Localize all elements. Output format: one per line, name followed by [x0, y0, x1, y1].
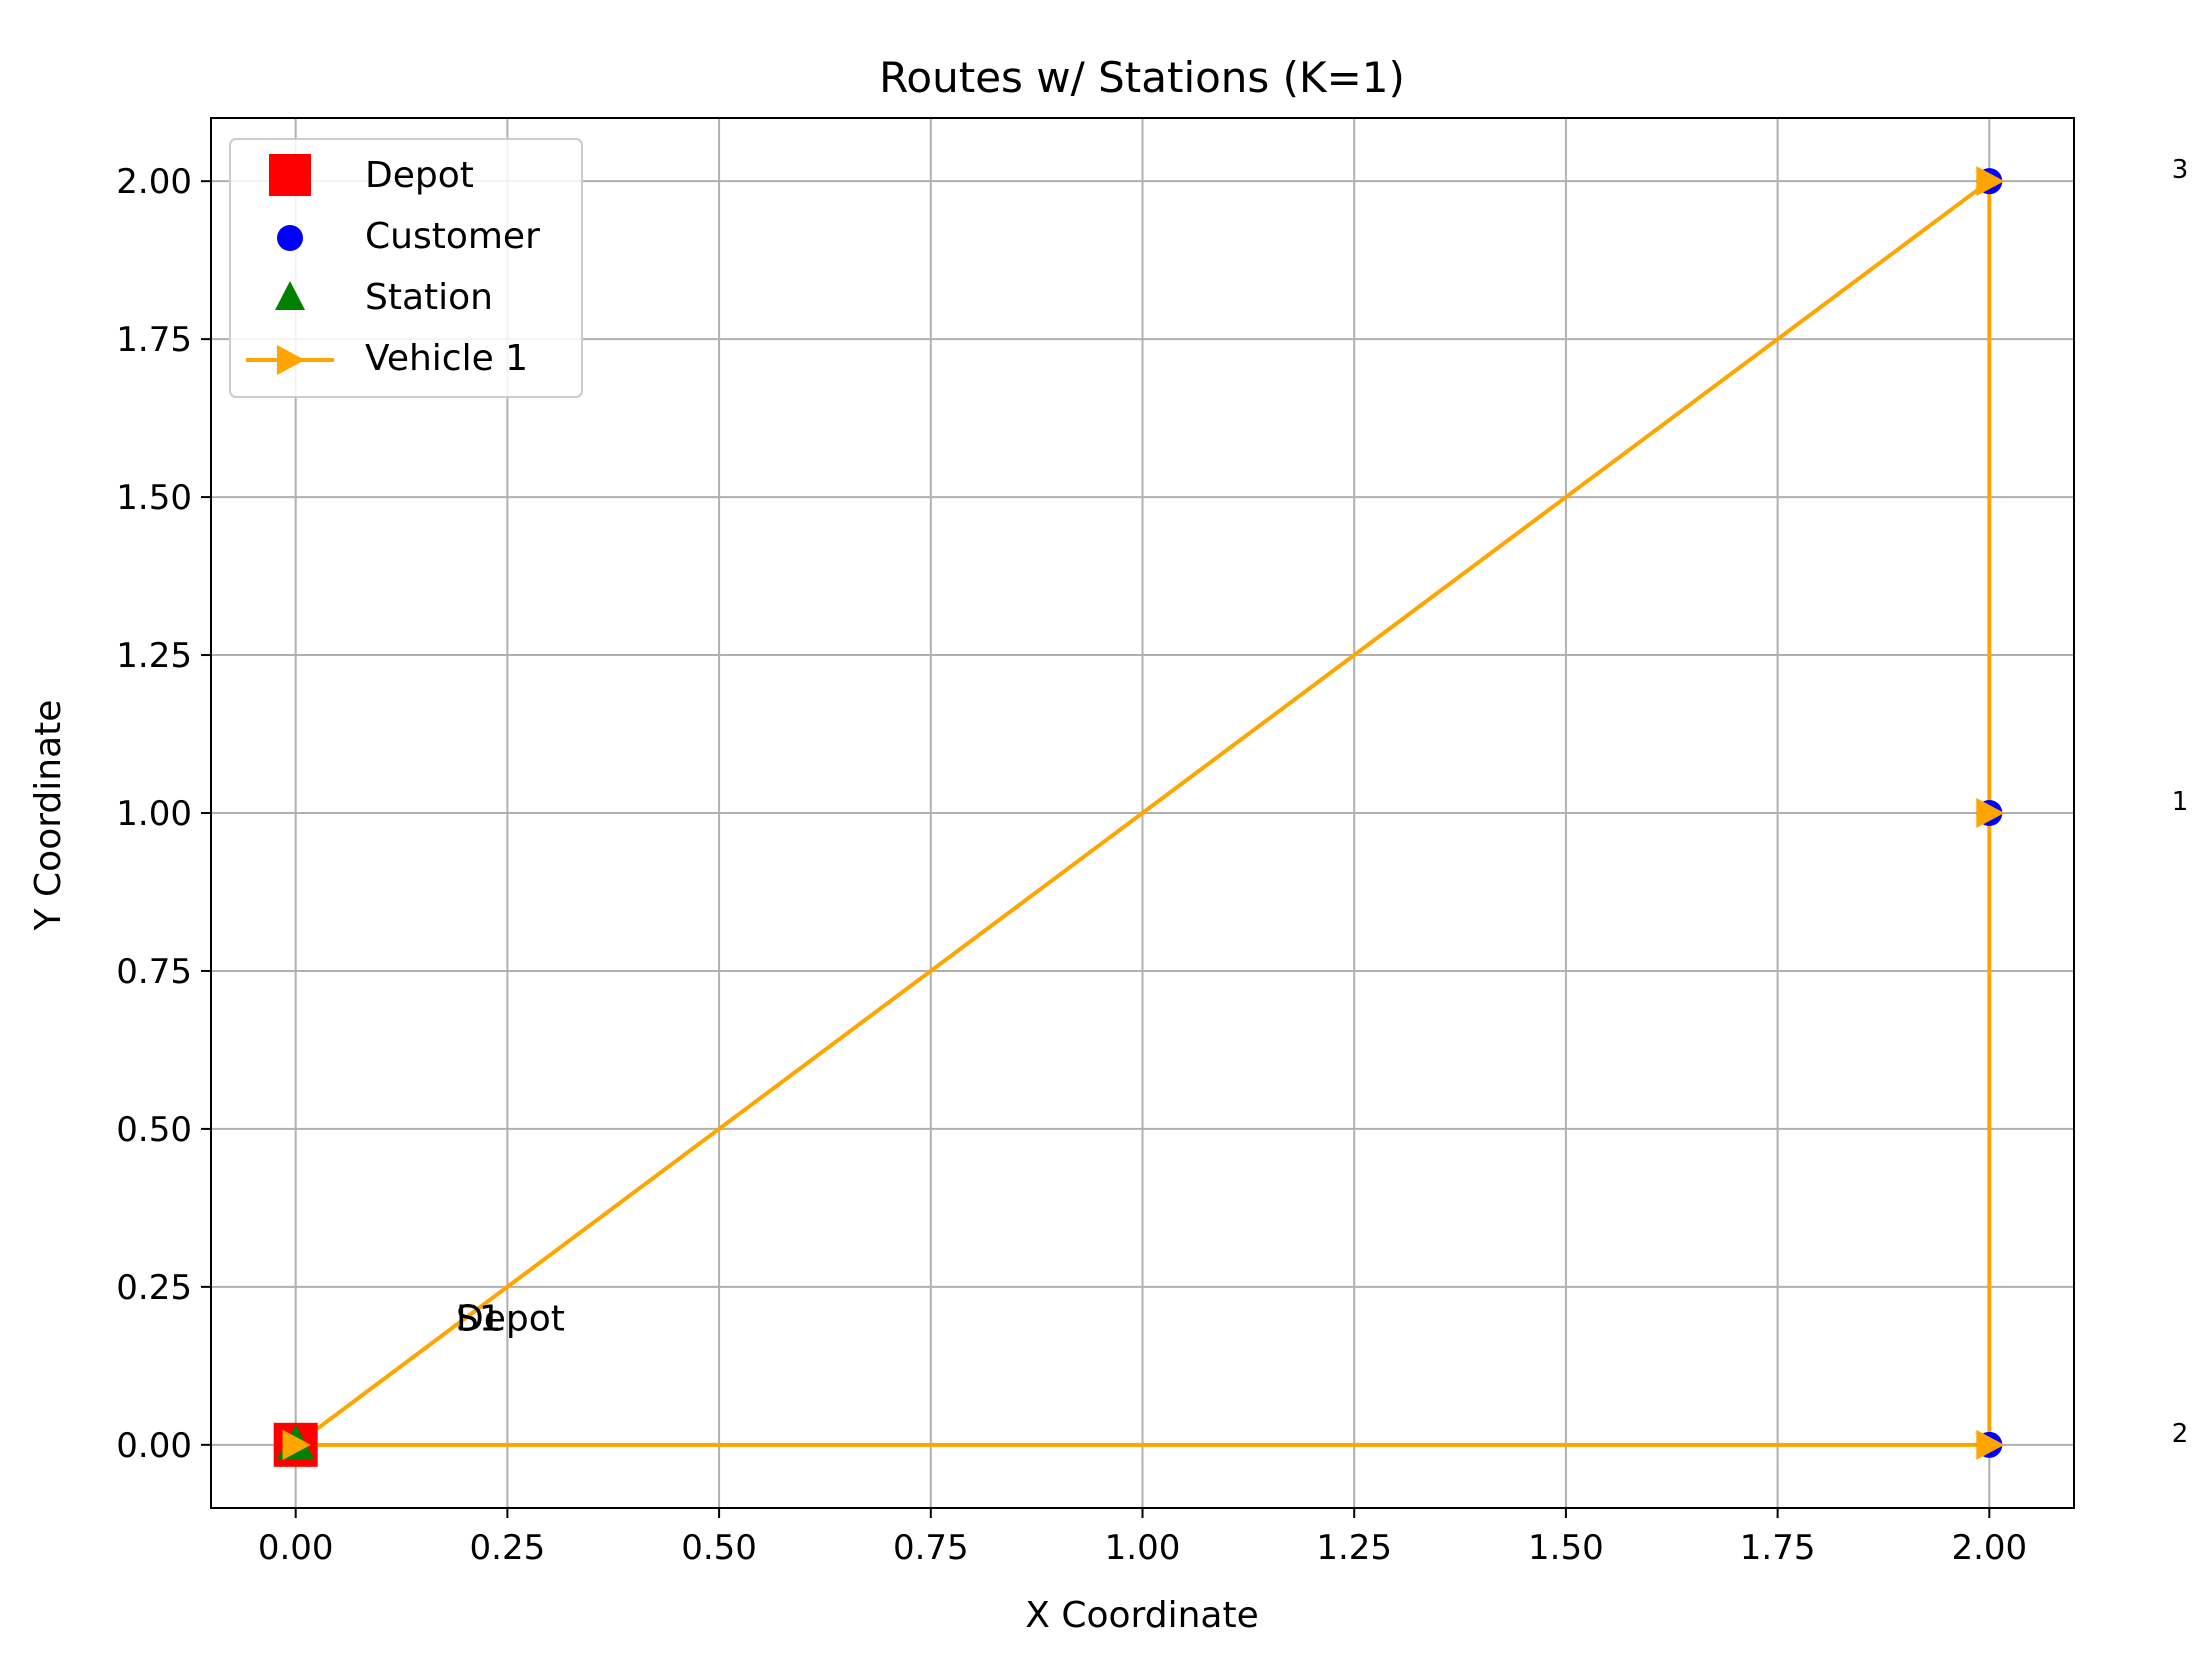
customer-id-label: 1	[2172, 787, 2189, 817]
route-point-marker	[1976, 798, 2005, 828]
y-tick-label: 0.00	[116, 1426, 192, 1466]
y-tick-label: 1.00	[116, 794, 192, 834]
customer-id-label: 2	[2172, 1419, 2189, 1449]
legend-label: Customer	[365, 216, 540, 257]
y-axis-title: Y Coordinate	[28, 700, 69, 932]
route-point-marker	[1976, 166, 2005, 197]
x-tick-label: 1.75	[1740, 1528, 1816, 1568]
y-tick-label: 1.25	[116, 636, 192, 676]
legend-frame	[229, 138, 583, 398]
y-tick-label: 0.75	[116, 952, 192, 992]
legend-depot-icon	[269, 154, 311, 196]
y-tick-label: 2.00	[116, 162, 192, 202]
x-tick-label: 0.25	[470, 1528, 546, 1568]
x-tick-label: 1.25	[1316, 1528, 1392, 1568]
legend-station-icon	[275, 281, 305, 310]
y-tick-label: 1.75	[116, 320, 192, 360]
route-point-marker	[282, 1429, 311, 1460]
x-tick-label: 0.75	[893, 1528, 969, 1568]
legend-label: Depot	[365, 155, 474, 196]
y-tick-label: 0.50	[116, 1110, 192, 1150]
legend-label: Station	[365, 277, 493, 318]
point-annotation: S1	[456, 1298, 502, 1339]
customer-id-label: 3	[2172, 155, 2189, 185]
x-tick-label: 0.00	[258, 1528, 334, 1568]
y-tick-label: 0.25	[116, 1268, 192, 1308]
legend: Depot Customer Station Vehicle 1	[229, 138, 583, 398]
route-point-marker	[1976, 1429, 2005, 1460]
legend-customer-icon	[277, 225, 303, 251]
ticks: 0.00 0.25 0.50 0.75 1.00 1.25 1.50 1.75 2.00 0.00…	[116, 162, 2027, 1568]
x-tick-label: 1.00	[1105, 1528, 1181, 1568]
y-tick-label: 1.50	[116, 478, 192, 518]
x-tick-label: 0.50	[681, 1528, 757, 1568]
chart-title: Routes w/ Stations (K=1)	[879, 53, 1405, 102]
point-annotation: Depot	[456, 1298, 565, 1339]
legend-label: Vehicle 1	[365, 338, 528, 379]
x-tick-label: 2.00	[1951, 1528, 2027, 1568]
legend-vehicle-marker-icon	[277, 345, 305, 375]
x-tick-label: 1.50	[1528, 1528, 1604, 1568]
marker-layer	[273, 166, 2005, 1467]
x-axis-title: X Coordinate	[1025, 1595, 1258, 1636]
